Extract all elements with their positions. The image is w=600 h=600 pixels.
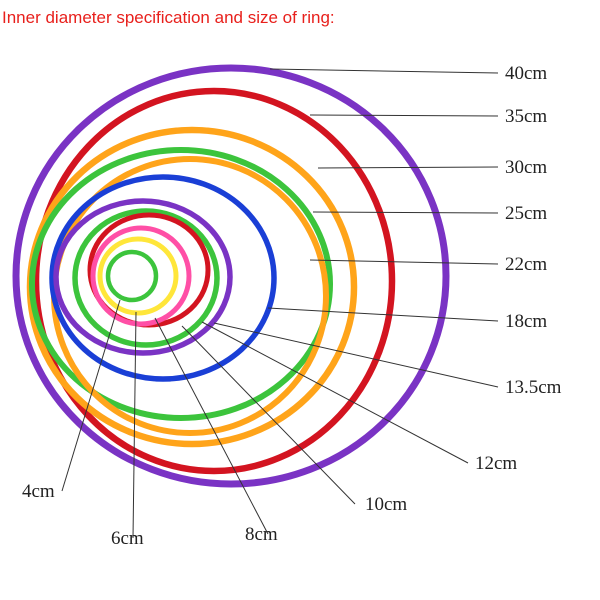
ring-25cm-green: [29, 147, 333, 421]
leader-layer: [61, 68, 499, 539]
size-label-25cm: 25cm: [505, 203, 547, 224]
leader-line-8cm: [154, 317, 269, 535]
leader-line-22cm: [309, 259, 499, 265]
size-label-12cm: 12cm: [475, 453, 517, 474]
size-label-35cm: 35cm: [505, 106, 547, 127]
size-label-6cm: 6cm: [111, 528, 144, 549]
ring-8cm-pink: [90, 225, 192, 327]
size-label-4cm: 4cm: [22, 481, 55, 502]
diagram-heading: Inner diameter specification and size of…: [2, 8, 335, 27]
ring-6cm-yellow: [97, 236, 179, 316]
leader-line-30cm: [317, 166, 499, 169]
leader-line-12cm: [201, 321, 469, 464]
leader-line-13-5cm: [213, 322, 499, 388]
ring-12cm-green: [72, 208, 220, 348]
size-label-8cm: 8cm: [245, 524, 278, 545]
leader-line-35cm: [309, 114, 499, 117]
size-label-18cm: 18cm: [505, 311, 547, 332]
leader-line-18cm: [267, 307, 499, 322]
leader-line-6cm: [132, 311, 137, 539]
leader-line-40cm: [269, 68, 499, 74]
leader-line-10cm: [181, 325, 356, 505]
ring-18cm-blue: [49, 174, 277, 382]
leader-line-25cm: [312, 211, 499, 214]
size-label-30cm: 30cm: [505, 157, 547, 178]
size-label-40cm: 40cm: [505, 63, 547, 84]
size-label-22cm: 22cm: [505, 254, 547, 275]
ring-4cm-green: [105, 249, 159, 303]
ring-13-5cm-purple: [53, 198, 233, 356]
ring-30cm-orange: [26, 126, 358, 448]
leader-line-4cm: [61, 299, 121, 492]
ring-40cm-purple: [12, 64, 450, 488]
size-label-13-5cm: 13.5cm: [505, 377, 562, 398]
ring-35cm-red: [32, 87, 396, 475]
size-label-10cm: 10cm: [365, 494, 407, 515]
label-layer: 40cm 35cm 30cm 25cm 22cm 18cm 13.5cm 12cm 10cm 8c…: [22, 63, 562, 549]
ring-layer: [12, 64, 450, 488]
